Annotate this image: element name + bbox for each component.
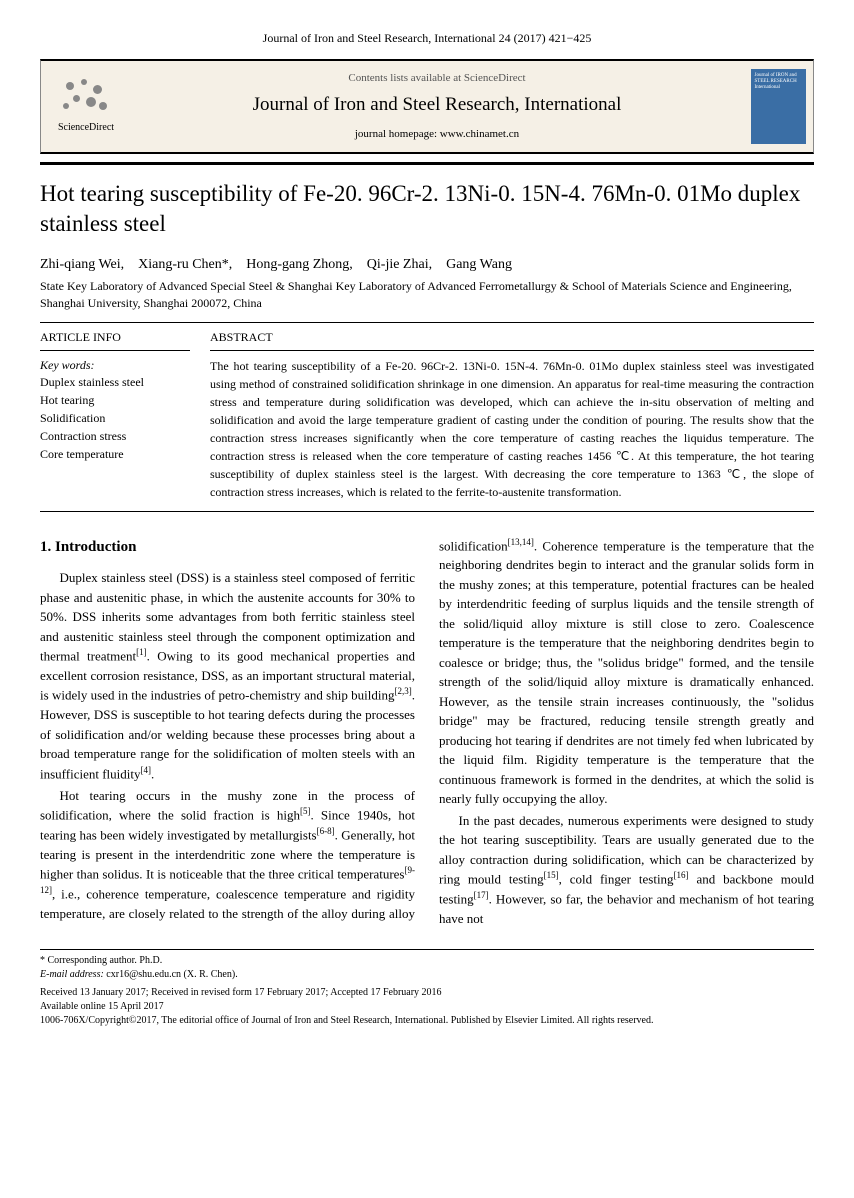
journal-name: Journal of Iron and Steel Research, Inte… <box>131 92 743 119</box>
corresponding-author: * Corresponding author. Ph.D. <box>40 955 162 966</box>
article-info-column: ARTICLE INFO Key words: Duplex stainless… <box>40 323 190 501</box>
abstract-text: The hot tearing susceptibility of a Fe-2… <box>210 357 814 501</box>
keyword: Hot tearing <box>40 391 190 409</box>
cover-thumbnail: Journal of IRON and STEEL RESEARCH Inter… <box>751 69 806 144</box>
divider <box>40 162 814 165</box>
abstract-heading: ABSTRACT <box>210 323 814 351</box>
keyword: Core temperature <box>40 445 190 463</box>
cover-thumbnail-block: Journal of IRON and STEEL RESEARCH Inter… <box>743 61 813 152</box>
section-heading: 1. Introduction <box>40 536 415 559</box>
article-title: Hot tearing susceptibility of Fe-20. 96C… <box>40 179 814 239</box>
keyword: Contraction stress <box>40 427 190 445</box>
keywords-label: Key words: <box>40 357 190 374</box>
keyword: Solidification <box>40 409 190 427</box>
available-date: Available online 15 April 2017 <box>40 1000 814 1014</box>
paragraph: Duplex stainless steel (DSS) is a stainl… <box>40 568 415 783</box>
divider <box>40 511 814 512</box>
paragraph: In the past decades, numerous experiment… <box>439 811 814 929</box>
abstract-column: ABSTRACT The hot tearing susceptibility … <box>210 323 814 501</box>
info-abstract-row: ARTICLE INFO Key words: Duplex stainless… <box>40 323 814 501</box>
banner-center: Contents lists available at ScienceDirec… <box>131 61 743 152</box>
contents-available: Contents lists available at ScienceDirec… <box>131 71 743 86</box>
copyright: 1006-706X/Copyright©2017, The editorial … <box>40 1014 814 1028</box>
article-info-heading: ARTICLE INFO <box>40 323 190 351</box>
footer: * Corresponding author. Ph.D. E-mail add… <box>40 949 814 1028</box>
journal-banner: ScienceDirect Contents lists available a… <box>40 59 814 154</box>
sciencedirect-label: ScienceDirect <box>58 121 114 135</box>
keywords-list: Duplex stainless steel Hot tearing Solid… <box>40 373 190 463</box>
email-address: cxr16@shu.edu.cn (X. R. Chen). <box>106 969 237 980</box>
received-dates: Received 13 January 2017; Received in re… <box>40 986 814 1000</box>
affiliation: State Key Laboratory of Advanced Special… <box>40 278 814 312</box>
keyword: Duplex stainless steel <box>40 373 190 391</box>
sciencedirect-icon <box>61 77 111 117</box>
authors: Zhi-qiang Wei, Xiang-ru Chen*, Hong-gang… <box>40 255 814 275</box>
header-citation: Journal of Iron and Steel Research, Inte… <box>40 30 814 47</box>
body-text: 1. Introduction Duplex stainless steel (… <box>40 536 814 929</box>
sciencedirect-logo-block: ScienceDirect <box>41 61 131 152</box>
journal-homepage: journal homepage: www.chinamet.cn <box>131 127 743 142</box>
email-label: E-mail address: <box>40 969 104 980</box>
